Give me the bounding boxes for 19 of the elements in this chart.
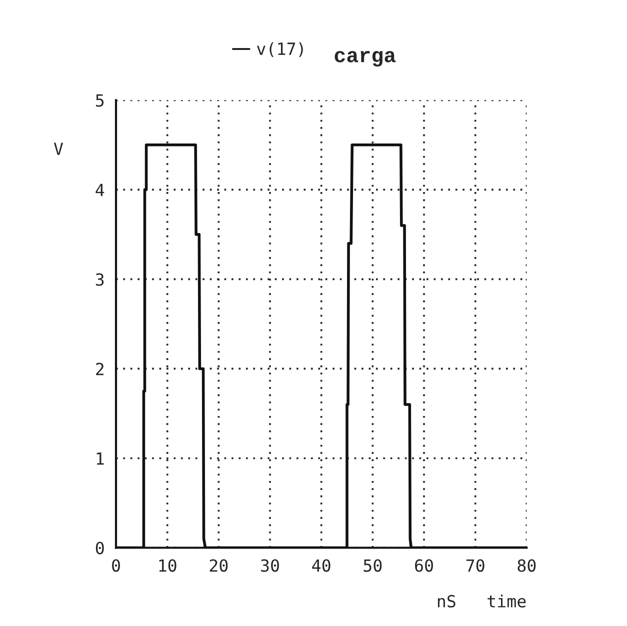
x-tick-label: 40 — [312, 559, 330, 572]
y-tick-label: 4 — [96, 184, 104, 196]
x-tick-label: 30 — [261, 559, 279, 572]
x-tick-label: 20 — [210, 559, 228, 572]
x-axis-title: nS time — [438, 594, 526, 608]
y-tick-label: 2 — [96, 362, 104, 376]
x-tick-label: 50 — [364, 559, 382, 572]
x-tick-label: 70 — [466, 559, 484, 572]
chart-title: carga — [334, 50, 396, 67]
y-tick-label: 1 — [96, 452, 104, 465]
x-tick-label: 0 — [112, 559, 120, 572]
legend-label: v(17) — [256, 42, 303, 58]
y-tick-label: 3 — [96, 273, 104, 286]
y-tick-label: 0 — [96, 542, 104, 554]
y-axis-title: V — [54, 142, 64, 155]
x-tick-label: 60 — [415, 559, 433, 572]
x-tick-label: 80 — [518, 559, 536, 572]
x-tick-label: 10 — [159, 559, 176, 572]
y-tick-label: 5 — [96, 94, 104, 107]
